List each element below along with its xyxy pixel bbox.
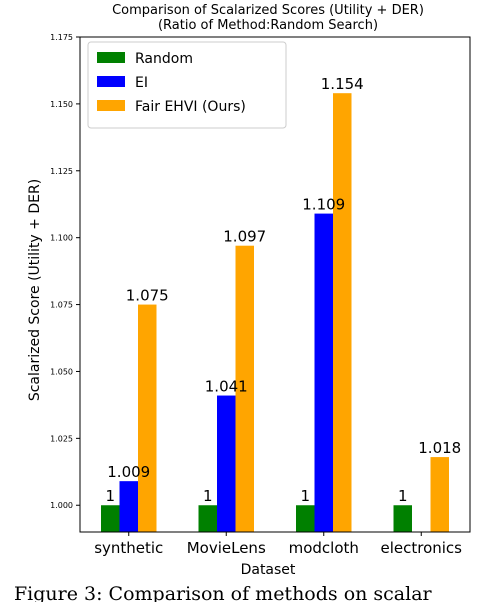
bar bbox=[138, 304, 157, 532]
y-axis-label: Scalarized Score (Utility + DER) bbox=[27, 179, 43, 401]
legend-swatch bbox=[97, 100, 125, 111]
bar bbox=[333, 93, 352, 533]
y-tick-label: 1.175 bbox=[50, 33, 73, 42]
data-label: 1.154 bbox=[321, 75, 364, 93]
chart-title: Comparison of Scalarized Scores (Utility… bbox=[112, 3, 424, 18]
bar bbox=[296, 505, 315, 532]
bar bbox=[119, 481, 138, 532]
y-tick-label: 1.150 bbox=[50, 100, 73, 109]
data-label: 1.097 bbox=[223, 228, 266, 246]
legend-label: EI bbox=[135, 75, 148, 91]
y-tick-label: 1.100 bbox=[50, 234, 73, 243]
bar bbox=[217, 395, 236, 532]
x-tick-label: MovieLens bbox=[187, 539, 266, 557]
data-label: 1 bbox=[300, 487, 310, 505]
y-tick-label: 1.025 bbox=[50, 434, 73, 443]
x-axis: synthetic MovieLens modcloth electronics bbox=[94, 532, 462, 557]
data-label: 1 bbox=[398, 487, 408, 505]
x-tick-label: modcloth bbox=[289, 539, 359, 557]
data-label: 1.018 bbox=[418, 439, 461, 457]
legend-label: Fair EHVI (Ours) bbox=[135, 99, 246, 115]
bar bbox=[101, 505, 120, 532]
plot-frame bbox=[79, 36, 471, 533]
data-label: 1 bbox=[203, 487, 213, 505]
bar bbox=[235, 245, 254, 532]
legend-box bbox=[87, 41, 287, 129]
data-label: 1.109 bbox=[302, 196, 345, 214]
bars bbox=[101, 93, 449, 533]
legend-label: Random bbox=[135, 51, 193, 67]
bar bbox=[314, 213, 333, 532]
y-axis: 1.000 1.025 1.050 1.075 1.100 1.125 1.150 1.175 bbox=[50, 33, 80, 510]
data-labels: 1 1.009 1.075 1 1.041 1.097 1 1.109 1.154 1 1.018 bbox=[105, 75, 461, 505]
data-label: 1.041 bbox=[205, 378, 248, 396]
data-label: 1.009 bbox=[107, 463, 150, 481]
y-tick-label: 1.125 bbox=[50, 167, 73, 176]
y-tick-label: 1.050 bbox=[50, 367, 73, 376]
figure-caption: Figure 3: Comparison of methods on scala… bbox=[14, 583, 433, 602]
legend-swatch bbox=[97, 76, 125, 87]
bar bbox=[198, 505, 217, 532]
data-label: 1.075 bbox=[126, 287, 169, 305]
x-tick-label: synthetic bbox=[94, 539, 163, 557]
chart-subtitle: (Ratio of Method:Random Search) bbox=[158, 18, 378, 33]
legend-swatch bbox=[97, 52, 125, 63]
y-tick-label: 1.075 bbox=[50, 301, 73, 310]
legend: Random EI Fair EHVI (Ours) bbox=[87, 41, 287, 129]
data-label: 1 bbox=[105, 487, 115, 505]
x-tick-label: electronics bbox=[380, 539, 462, 557]
bar bbox=[393, 505, 412, 532]
y-tick-label: 1.000 bbox=[50, 501, 73, 510]
bar bbox=[430, 457, 449, 532]
x-axis-label: Dataset bbox=[241, 562, 296, 578]
